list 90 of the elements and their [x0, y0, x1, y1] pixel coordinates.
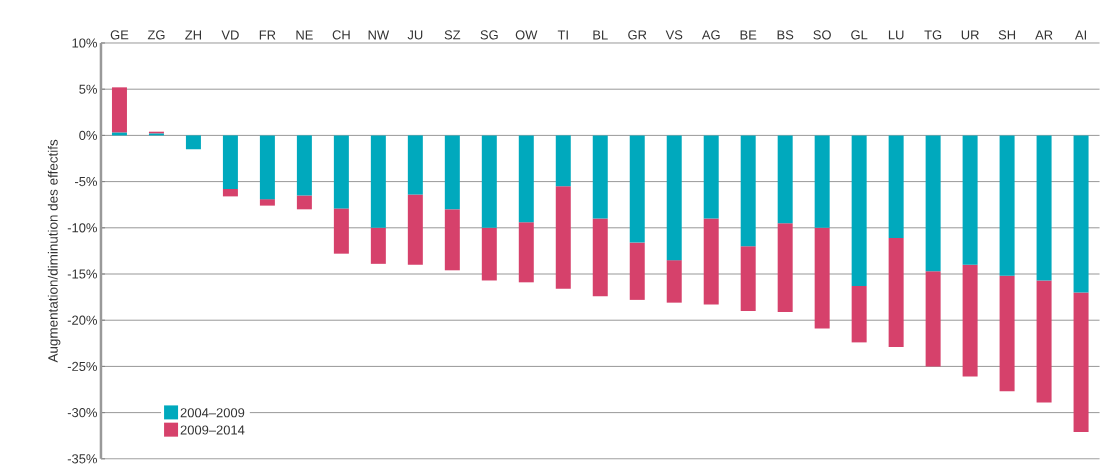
x-tick-label: SZ	[444, 30, 461, 40]
bar	[814, 227, 830, 329]
bar	[407, 135, 423, 195]
bar	[259, 199, 275, 206]
x-tick-label: GL	[851, 30, 868, 40]
x-tick-label: AI	[1074, 30, 1086, 40]
bar	[1073, 135, 1089, 293]
bar	[222, 135, 238, 190]
x-tick-label: AG	[701, 30, 720, 40]
x-tick-label: ZG	[147, 30, 165, 40]
x-tick-label: GR	[628, 30, 647, 40]
x-tick-label: TI	[557, 30, 568, 40]
x-tick-label: BL	[593, 30, 608, 40]
bar	[999, 275, 1015, 392]
bar	[222, 189, 238, 197]
bar	[962, 264, 978, 377]
bar	[629, 242, 645, 301]
bar	[703, 135, 719, 219]
x-tick-label: BE	[740, 30, 757, 40]
x-tick-label: CH	[332, 30, 350, 40]
bar	[333, 135, 349, 209]
x-tick-label: JU	[407, 30, 423, 40]
x-tick-label: NW	[368, 30, 390, 40]
bar	[444, 135, 460, 210]
bar	[111, 87, 127, 133]
y-tick-label: -35%	[67, 454, 97, 464]
bar	[296, 135, 312, 196]
bar	[1073, 292, 1089, 433]
bar	[518, 222, 534, 283]
x-tick-label: TG	[924, 30, 942, 40]
y-tick-label: -10%	[67, 223, 97, 233]
legend-label: 2009–2014	[180, 425, 245, 435]
bar	[777, 223, 793, 313]
y-tick-label: -5%	[75, 177, 97, 187]
bar	[185, 135, 201, 150]
bar	[407, 194, 423, 265]
legend-label: 2004–2009	[180, 408, 245, 418]
bar	[333, 208, 349, 254]
y-tick-label: -20%	[67, 315, 97, 325]
bar	[925, 135, 941, 272]
bar	[481, 227, 497, 281]
x-tick-label: SO	[813, 30, 831, 40]
bar	[1036, 280, 1052, 403]
bar	[629, 135, 645, 243]
x-tick-label: UR	[961, 30, 979, 40]
x-tick-label: OW	[515, 30, 538, 40]
bar	[555, 186, 571, 289]
y-tick-label: 5%	[79, 84, 97, 94]
bar	[777, 135, 793, 224]
bar	[666, 135, 682, 261]
bar	[444, 209, 460, 271]
bar	[370, 227, 386, 264]
x-tick-label: SG	[480, 30, 498, 40]
bar	[814, 135, 830, 228]
bar	[1036, 135, 1052, 281]
x-tick-label: ZH	[185, 30, 201, 40]
y-tick-label: 0%	[79, 130, 97, 141]
bar	[518, 135, 534, 223]
bar	[259, 135, 275, 200]
bar	[851, 286, 867, 343]
bar	[740, 135, 756, 247]
bar	[999, 135, 1015, 276]
x-tick-label: VD	[221, 30, 239, 40]
bar	[925, 271, 941, 367]
x-tick-label: NE	[296, 30, 313, 40]
y-tick-label: -25%	[67, 361, 97, 372]
x-tick-label: BS	[777, 30, 794, 40]
y-tick-label: 10%	[72, 38, 97, 48]
bar	[888, 135, 904, 239]
bar	[888, 238, 904, 348]
y-tick-label: -30%	[67, 408, 97, 418]
bar	[740, 246, 756, 312]
bar	[666, 260, 682, 303]
bar	[851, 135, 867, 287]
x-tick-label: SH	[998, 30, 1016, 40]
bar	[592, 218, 608, 297]
y-tick-label: -15%	[67, 269, 97, 279]
bar	[481, 135, 497, 228]
bar	[555, 135, 571, 187]
x-tick-label: GE	[110, 30, 129, 40]
x-tick-label: FR	[259, 30, 276, 40]
x-tick-label: VS	[665, 30, 683, 40]
bar	[703, 218, 719, 305]
x-tick-label: AR	[1035, 30, 1053, 40]
bar	[962, 135, 978, 265]
bar	[592, 135, 608, 219]
x-tick-label: LU	[888, 30, 904, 40]
bar	[296, 195, 312, 210]
bar	[370, 135, 386, 228]
y-axis-title: Augmentation/diminution des effectifs	[47, 139, 61, 363]
